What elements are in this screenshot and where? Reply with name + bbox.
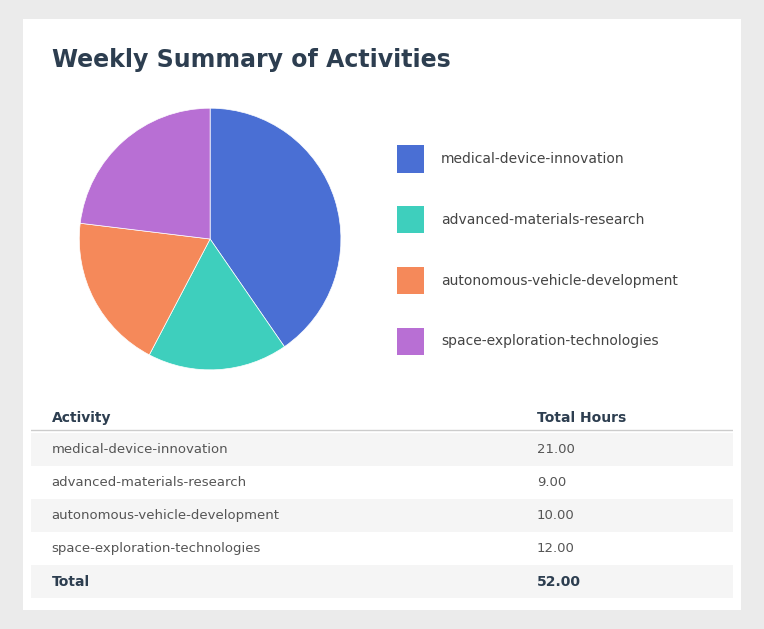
Text: 9.00: 9.00 [536, 476, 566, 489]
Text: 10.00: 10.00 [536, 509, 575, 522]
Text: 21.00: 21.00 [536, 443, 575, 455]
FancyBboxPatch shape [31, 433, 733, 465]
FancyBboxPatch shape [397, 145, 424, 172]
Text: 52.00: 52.00 [536, 575, 581, 589]
Text: autonomous-vehicle-development: autonomous-vehicle-development [52, 509, 280, 522]
Text: space-exploration-technologies: space-exploration-technologies [441, 335, 659, 348]
Wedge shape [149, 239, 284, 370]
FancyBboxPatch shape [31, 565, 733, 598]
FancyBboxPatch shape [397, 206, 424, 233]
FancyBboxPatch shape [397, 267, 424, 294]
Text: advanced-materials-research: advanced-materials-research [52, 476, 247, 489]
Text: space-exploration-technologies: space-exploration-technologies [52, 542, 261, 555]
Text: autonomous-vehicle-development: autonomous-vehicle-development [441, 274, 678, 287]
Wedge shape [210, 108, 341, 347]
FancyBboxPatch shape [31, 465, 733, 499]
FancyBboxPatch shape [397, 328, 424, 355]
Text: medical-device-innovation: medical-device-innovation [441, 152, 625, 166]
Text: 12.00: 12.00 [536, 542, 575, 555]
Text: Weekly Summary of Activities: Weekly Summary of Activities [52, 48, 451, 72]
FancyBboxPatch shape [31, 532, 733, 565]
Text: advanced-materials-research: advanced-materials-research [441, 213, 644, 226]
Text: Total: Total [52, 575, 90, 589]
FancyBboxPatch shape [31, 499, 733, 532]
Wedge shape [79, 223, 210, 355]
Wedge shape [80, 108, 210, 239]
Text: Total Hours: Total Hours [536, 411, 626, 425]
Text: medical-device-innovation: medical-device-innovation [52, 443, 228, 455]
Text: Activity: Activity [52, 411, 111, 425]
